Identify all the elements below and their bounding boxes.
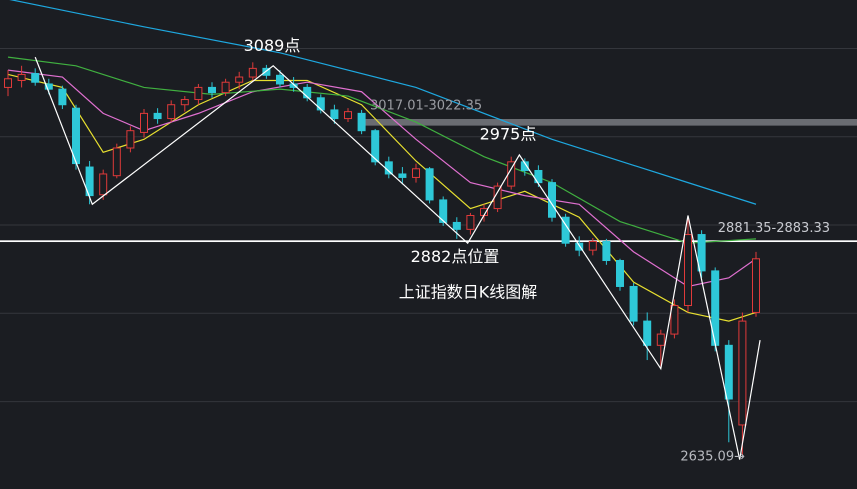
support-band xyxy=(0,240,857,243)
candle-body xyxy=(330,109,339,120)
candle-body xyxy=(643,320,652,346)
candle-body xyxy=(235,76,244,83)
candle-body xyxy=(194,86,203,101)
candle-body xyxy=(140,112,148,133)
candle-body xyxy=(616,260,624,287)
candle-body xyxy=(126,130,135,149)
candle-body xyxy=(303,86,312,99)
chart-title: 上证指数日K线图解 xyxy=(399,283,538,302)
trend-lines xyxy=(34,56,761,460)
moving-average-line xyxy=(7,56,757,244)
candle-body xyxy=(371,130,380,163)
moving-average-line xyxy=(7,73,757,322)
annotation: 3089点 xyxy=(244,36,301,55)
candle-body xyxy=(31,73,40,83)
candle-body xyxy=(276,74,284,85)
moving-average-line xyxy=(9,0,757,205)
candle-body xyxy=(384,161,393,175)
annotation: 2975点 xyxy=(480,124,537,143)
moving-average-line xyxy=(7,69,757,288)
candle-body xyxy=(262,67,271,76)
candle-body xyxy=(602,240,611,262)
candle-body xyxy=(439,199,448,223)
candle-body xyxy=(466,215,475,230)
candle-body xyxy=(588,240,597,251)
candle-body xyxy=(738,320,747,426)
candles xyxy=(4,62,760,456)
candle-body xyxy=(520,161,529,172)
candle-body xyxy=(629,285,638,322)
candle-body xyxy=(99,173,108,196)
candle-body xyxy=(344,111,352,120)
moving-averages xyxy=(7,0,757,322)
annotations: 3017.01-3022.35 2881.35-2883.33 3089点 2975点… xyxy=(244,36,830,465)
candle-body xyxy=(398,173,407,178)
annotation: 2882点位置 xyxy=(411,247,500,266)
candle-body xyxy=(697,234,706,272)
candle-body xyxy=(575,242,584,251)
candle-body xyxy=(112,147,121,177)
candle-body xyxy=(208,86,216,94)
trend-line xyxy=(34,56,761,460)
candle-body xyxy=(17,73,26,81)
band-label: 2881.35-2883.33 xyxy=(718,221,830,236)
candle-body xyxy=(425,168,434,201)
candle-body xyxy=(44,83,53,90)
candle-body xyxy=(248,67,257,78)
candle-body xyxy=(670,305,679,335)
annotation: 2635.09→ xyxy=(680,450,745,465)
candle-body xyxy=(684,234,692,307)
candle-body xyxy=(357,112,366,132)
candle-body xyxy=(4,78,12,88)
candle-body xyxy=(412,168,420,178)
candle-body xyxy=(752,258,760,313)
candle-body xyxy=(167,104,176,120)
candle-body xyxy=(316,97,325,111)
grid xyxy=(0,47,857,403)
bands xyxy=(0,118,857,243)
candle-body xyxy=(153,112,162,120)
candle-body xyxy=(656,333,665,346)
candle-body xyxy=(58,88,67,106)
candle-body xyxy=(452,221,461,230)
candle-body xyxy=(724,344,733,400)
resistance-band xyxy=(360,118,857,126)
candle-body xyxy=(221,81,230,94)
candle-body xyxy=(180,99,189,106)
band-label: 3017.01-3022.35 xyxy=(370,98,482,113)
